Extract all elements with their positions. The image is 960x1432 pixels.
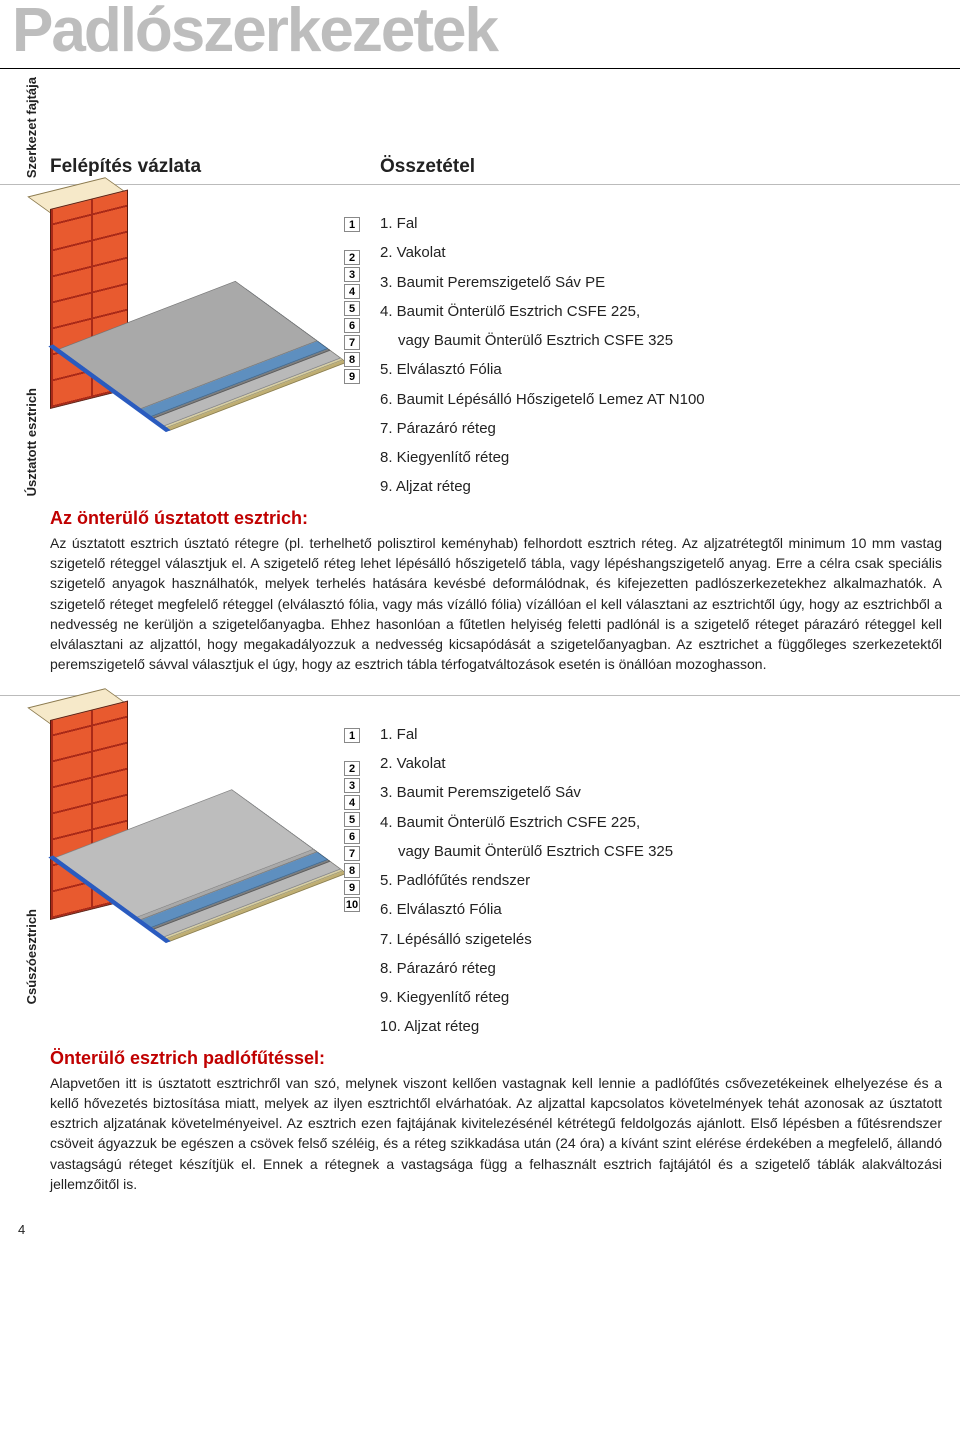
layer-number: 9: [344, 369, 360, 384]
layer-number: 2: [344, 761, 360, 776]
composition-item: 5. Elválasztó Fólia: [380, 355, 942, 384]
composition-item: 7. Párazáró réteg: [380, 414, 942, 443]
section2-composition: 1. Fal2. Vakolat3. Baumit Peremszigetelő…: [380, 720, 942, 1042]
composition-item: 5. Padlófűtés rendszer: [380, 866, 942, 895]
section1-body: Az úsztatott esztrich úsztató rétegre (p…: [50, 533, 942, 675]
composition-item: 6. Baumit Lépésálló Hőszigetelő Lemez AT…: [380, 385, 942, 414]
header-subrule: [0, 184, 960, 185]
layer-number: 3: [344, 267, 360, 282]
layer-number: 5: [344, 812, 360, 827]
layer-number: 10: [344, 897, 360, 912]
section-usztatott: Úsztatott esztrich 1 2 3 4 5 6 7 8 9: [0, 195, 960, 693]
layer-number: 1: [344, 728, 360, 743]
composition-item: 6. Elválasztó Fólia: [380, 895, 942, 924]
composition-item: 3. Baumit Peremszigetelő Sáv PE: [380, 268, 942, 297]
layer-number: 6: [344, 318, 360, 333]
composition-item: 4. Baumit Önterülő Esztrich CSFE 225,: [380, 808, 942, 837]
composition-item: vagy Baumit Önterülő Esztrich CSFE 325: [380, 326, 942, 355]
layer-number: [344, 745, 360, 759]
layer-number: 6: [344, 829, 360, 844]
composition-item: 2. Vakolat: [380, 238, 942, 267]
header-rule: [0, 68, 960, 69]
composition-item: 10. Aljzat réteg: [380, 1012, 942, 1041]
layer-number: 2: [344, 250, 360, 265]
section1-diagram: 1 2 3 4 5 6 7 8 9: [50, 209, 380, 439]
layer-number: 4: [344, 795, 360, 810]
section-csuszo: Csúszóesztrich: [0, 706, 960, 1213]
layer-number: 5: [344, 301, 360, 316]
layer-number: 3: [344, 778, 360, 793]
composition-item: 2. Vakolat: [380, 749, 942, 778]
composition-item: 1. Fal: [380, 209, 942, 238]
section2-heading: Önterülő esztrich padlófűtéssel:: [50, 1048, 942, 1069]
layer-number: 8: [344, 863, 360, 878]
header-col-1: Felépítés vázlata: [50, 156, 380, 178]
layer-number: 1: [344, 217, 360, 232]
section2-body: Alapvetően itt is úsztatott esztrichről …: [50, 1073, 942, 1195]
section2-vertical-label: Csúszóesztrich: [24, 909, 39, 1004]
section2-layer-numbers: 1 2 3 4 5 6 7 8 9 10: [344, 728, 360, 912]
section-divider: [0, 695, 960, 696]
section1-heading: Az önterülő úsztatott esztrich:: [50, 508, 942, 529]
composition-item: 3. Baumit Peremszigetelő Sáv: [380, 778, 942, 807]
section2-diagram: 1 2 3 4 5 6 7 8 9 10: [50, 720, 380, 950]
section1-composition: 1. Fal2. Vakolat3. Baumit Peremszigetelő…: [380, 209, 942, 502]
layer-number: [344, 234, 360, 248]
composition-item: 1. Fal: [380, 720, 942, 749]
composition-item: 7. Lépésálló szigetelés: [380, 925, 942, 954]
composition-item: 4. Baumit Önterülő Esztrich CSFE 225,: [380, 297, 942, 326]
composition-item: 8. Kiegyenlítő réteg: [380, 443, 942, 472]
layer-number: 8: [344, 352, 360, 367]
section1-layer-numbers: 1 2 3 4 5 6 7 8 9: [344, 217, 360, 384]
section1-vertical-label: Úsztatott esztrich: [24, 388, 39, 496]
page-number: 4: [0, 1212, 960, 1247]
header-row: Szerkezet fajtája Felépítés vázlata Össz…: [0, 77, 960, 182]
composition-item: 9. Kiegyenlítő réteg: [380, 983, 942, 1012]
page-title: Padlószerkezetek: [0, 0, 960, 64]
composition-item: 8. Párazáró réteg: [380, 954, 942, 983]
composition-item: vagy Baumit Önterülő Esztrich CSFE 325: [380, 837, 942, 866]
composition-item: 9. Aljzat réteg: [380, 472, 942, 501]
layer-number: 4: [344, 284, 360, 299]
layer-number: 7: [344, 846, 360, 861]
header-vertical-label: Szerkezet fajtája: [24, 77, 39, 178]
layer-number: 9: [344, 880, 360, 895]
header-col-2: Összetétel: [380, 156, 475, 178]
layer-number: 7: [344, 335, 360, 350]
